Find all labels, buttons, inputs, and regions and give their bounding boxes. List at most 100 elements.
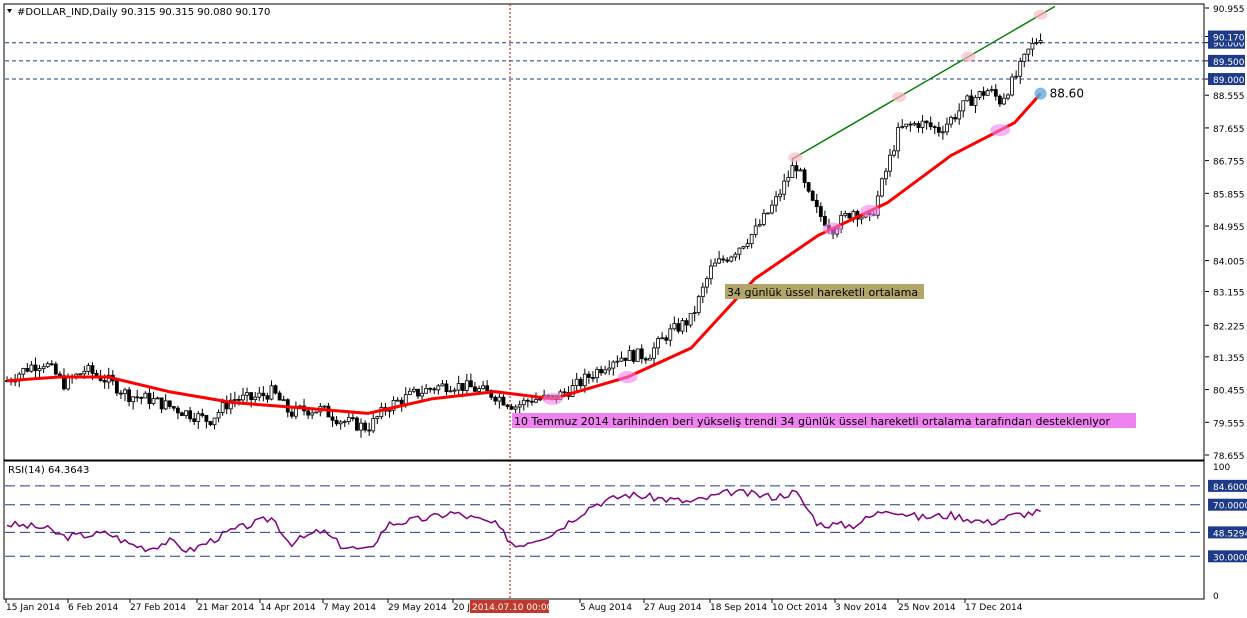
- price-tick-label: 79.555: [1213, 419, 1245, 429]
- candle-body: [440, 383, 445, 387]
- candle-body: [363, 422, 367, 431]
- candle-body: [757, 224, 762, 227]
- candle-body: [969, 95, 974, 106]
- candle-body: [607, 367, 612, 371]
- price-tag-background: [1208, 73, 1245, 86]
- candle-body: [802, 169, 807, 184]
- candle-body: [953, 117, 958, 120]
- candle-body: [737, 247, 742, 255]
- candle-body: [481, 385, 485, 389]
- candle-body: [888, 154, 892, 172]
- candle-body: [159, 397, 164, 410]
- main-price-panel[interactable]: 78.655 79.555 80.455 81.355 82.225 83.155 84.0…: [3, 3, 1245, 600]
- candle-body: [912, 123, 917, 126]
- rsi-title: RSI(14) 64.3643: [8, 465, 89, 476]
- time-tick-label: 27 Feb 2014: [130, 603, 186, 613]
- rsi-tag-background: [1208, 526, 1247, 539]
- price-tick-label: 89.000: [1213, 76, 1245, 86]
- trendline-layer[interactable]: [791, 5, 1056, 160]
- candle-body: [810, 190, 815, 201]
- candle-body: [176, 407, 180, 414]
- candle-body: [753, 225, 758, 235]
- candle-body: [139, 396, 144, 399]
- candle-body: [578, 378, 583, 387]
- candle-body: [184, 410, 188, 416]
- time-tick-label: 17 Dec 2014: [965, 603, 1023, 613]
- trendline-touch-marker: [961, 51, 976, 62]
- candle-body: [721, 258, 726, 261]
- candle-body: [407, 390, 412, 395]
- candle-body: [692, 312, 697, 314]
- candle-body: [945, 123, 949, 133]
- candle-body: [66, 376, 70, 390]
- candle-body: [497, 396, 502, 402]
- candle-body: [273, 385, 278, 394]
- candle-body: [562, 391, 567, 394]
- resistance-trendline[interactable]: [791, 5, 1056, 160]
- candle-body: [684, 320, 689, 326]
- candle-body: [611, 361, 616, 369]
- price-tick-label: 78.655: [1213, 452, 1245, 462]
- ema-label-background: [725, 284, 924, 299]
- price-tick-label: 83.155: [1213, 288, 1245, 298]
- candle-body: [619, 357, 624, 362]
- candle-body: [367, 429, 372, 432]
- time-tick-label: 5 Aug 2014: [580, 603, 632, 613]
- time-tick-label: 7 May 2014: [323, 603, 376, 613]
- candle-body: [53, 363, 58, 375]
- candle-body: [322, 405, 327, 408]
- annotation-trend-note: 10 Temmuz 2014 tarihinden beri yükseliş …: [512, 413, 1136, 428]
- candle-body: [334, 419, 339, 425]
- candle-body: [49, 363, 54, 366]
- candle-body: [436, 385, 441, 391]
- candle-body: [648, 357, 652, 361]
- trend-note-background: [512, 413, 1136, 428]
- candle-body: [359, 422, 363, 431]
- candle-body: [395, 399, 400, 402]
- candle-body: [342, 421, 347, 423]
- candle-body: [399, 399, 404, 405]
- dropdown-triangle-icon[interactable]: [7, 9, 12, 13]
- candle-body: [192, 418, 197, 422]
- candle-body: [338, 421, 343, 425]
- candle-body: [228, 399, 233, 410]
- candle-body: [196, 413, 201, 422]
- candle-body: [745, 243, 750, 247]
- candle-body: [464, 380, 469, 391]
- candle-body: [729, 256, 734, 262]
- candle-body: [896, 127, 901, 152]
- candle-body: [774, 196, 778, 206]
- price-tick-label: 81.355: [1213, 354, 1245, 364]
- candle-body: [493, 396, 498, 402]
- price-tick-label: 87.655: [1213, 125, 1245, 135]
- candle-body: [900, 126, 905, 128]
- rsi-panel[interactable]: 100 84.6000 70.0000 48.5294 30.0000 0 RSI(14)…: [3, 460, 1247, 602]
- candle-body: [412, 388, 416, 392]
- candle-body: [33, 364, 38, 371]
- candle-body: [623, 357, 628, 361]
- candle-body: [188, 410, 193, 420]
- candle-body: [704, 278, 709, 288]
- candle-body: [525, 399, 530, 402]
- candle-body: [672, 323, 677, 330]
- candle-body: [981, 91, 986, 96]
- candle-body: [570, 385, 575, 397]
- candle-body: [664, 337, 669, 341]
- header-row: #DOLLAR_IND,Daily 90.315 90.315 90.080 9…: [7, 7, 270, 18]
- ema-touch-marker: [860, 204, 881, 217]
- candle-body: [843, 213, 848, 216]
- candle-body: [1014, 75, 1019, 78]
- candle-body: [428, 387, 433, 390]
- ema-touch-marker: [990, 124, 1011, 137]
- candle-body: [884, 170, 888, 180]
- candle-body: [973, 97, 978, 106]
- candle-body: [941, 131, 945, 134]
- candle-body: [241, 394, 245, 401]
- candle-body: [656, 338, 660, 349]
- candle-body: [652, 347, 656, 359]
- candle-body: [94, 372, 99, 377]
- candle-body: [920, 120, 925, 128]
- candle-body: [452, 389, 457, 392]
